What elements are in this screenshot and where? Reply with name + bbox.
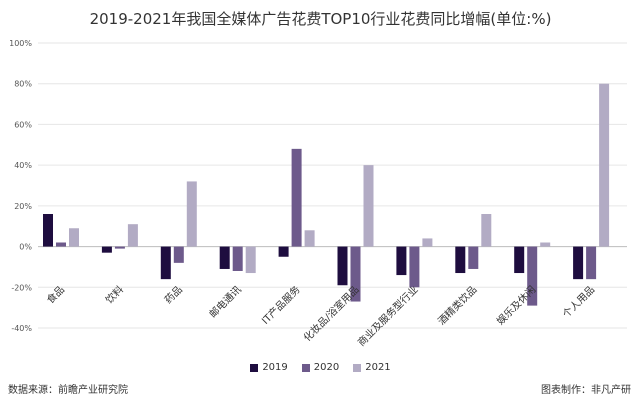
- bar: [56, 242, 66, 247]
- bar-chart: -40%-20%0%20%40%60%80%100%食品 饮料 药品 邮电通讯 IT产品…: [9, 39, 627, 349]
- bar: [481, 214, 492, 247]
- bar: [540, 242, 551, 247]
- bar: [278, 246, 289, 257]
- x-tick-label: 酒精类饮品: [435, 283, 480, 328]
- legend-swatch-2020: [301, 363, 310, 372]
- bar: [422, 238, 433, 247]
- bar: [363, 165, 374, 247]
- bar: [337, 246, 348, 286]
- legend-item-2020: 2020: [301, 362, 340, 373]
- bar: [514, 246, 525, 274]
- bar: [396, 246, 407, 276]
- bar: [101, 246, 112, 253]
- bar: [173, 246, 184, 263]
- y-tick-label: 60%: [14, 120, 32, 129]
- y-tick-label: -20%: [11, 283, 32, 292]
- x-tick-label: 食品: [44, 283, 67, 306]
- y-tick-label: 0%: [19, 243, 32, 252]
- y-tick-label: 40%: [14, 161, 32, 170]
- chart-title: 2019-2021年我国全媒体广告花费TOP10行业花费同比增幅(单位:%): [89, 10, 552, 28]
- bar: [409, 246, 420, 288]
- bar: [186, 181, 197, 247]
- bar: [114, 246, 125, 249]
- legend: 2019 2020 2021: [0, 362, 641, 373]
- legend-swatch-2019: [250, 363, 259, 372]
- x-tick-label: 饮料: [103, 283, 126, 306]
- bar: [160, 246, 171, 280]
- bar: [468, 246, 479, 269]
- bar: [291, 148, 302, 247]
- legend-item-2021: 2021: [353, 362, 391, 373]
- bar: [573, 246, 584, 280]
- bar: [586, 246, 597, 280]
- bar: [599, 83, 610, 247]
- bar: [245, 246, 256, 274]
- bar: [219, 246, 230, 269]
- y-tick-label: -40%: [11, 324, 32, 333]
- y-tick-label: 20%: [14, 202, 32, 211]
- bar: [304, 230, 315, 247]
- legend-label-2021: 2021: [365, 362, 391, 373]
- x-tick-label: 邮电通讯: [206, 283, 243, 320]
- x-tick-label: 个人用品: [560, 284, 597, 321]
- legend-label-2020: 2020: [313, 362, 340, 373]
- bar: [455, 246, 466, 274]
- bar: [232, 246, 243, 271]
- bar: [69, 228, 79, 247]
- bar: [527, 246, 538, 306]
- bar: [127, 224, 138, 247]
- x-tick-label: 化妆品/浴室用品: [301, 283, 362, 344]
- legend-label-2019: 2019: [262, 362, 288, 373]
- x-tick-label: 商业及服务型行业: [355, 283, 421, 349]
- source-note: 数据来源：前瞻产业研究院: [8, 385, 128, 396]
- bar: [43, 214, 53, 247]
- legend-item-2019: 2019: [250, 362, 288, 373]
- y-tick-label: 100%: [9, 39, 32, 48]
- credit-note: 图表制作：非凡产研: [541, 385, 631, 396]
- legend-swatch-2021: [353, 363, 362, 372]
- bar: [350, 246, 361, 302]
- y-tick-label: 80%: [14, 80, 32, 89]
- x-tick-label: IT产品服务: [259, 283, 303, 327]
